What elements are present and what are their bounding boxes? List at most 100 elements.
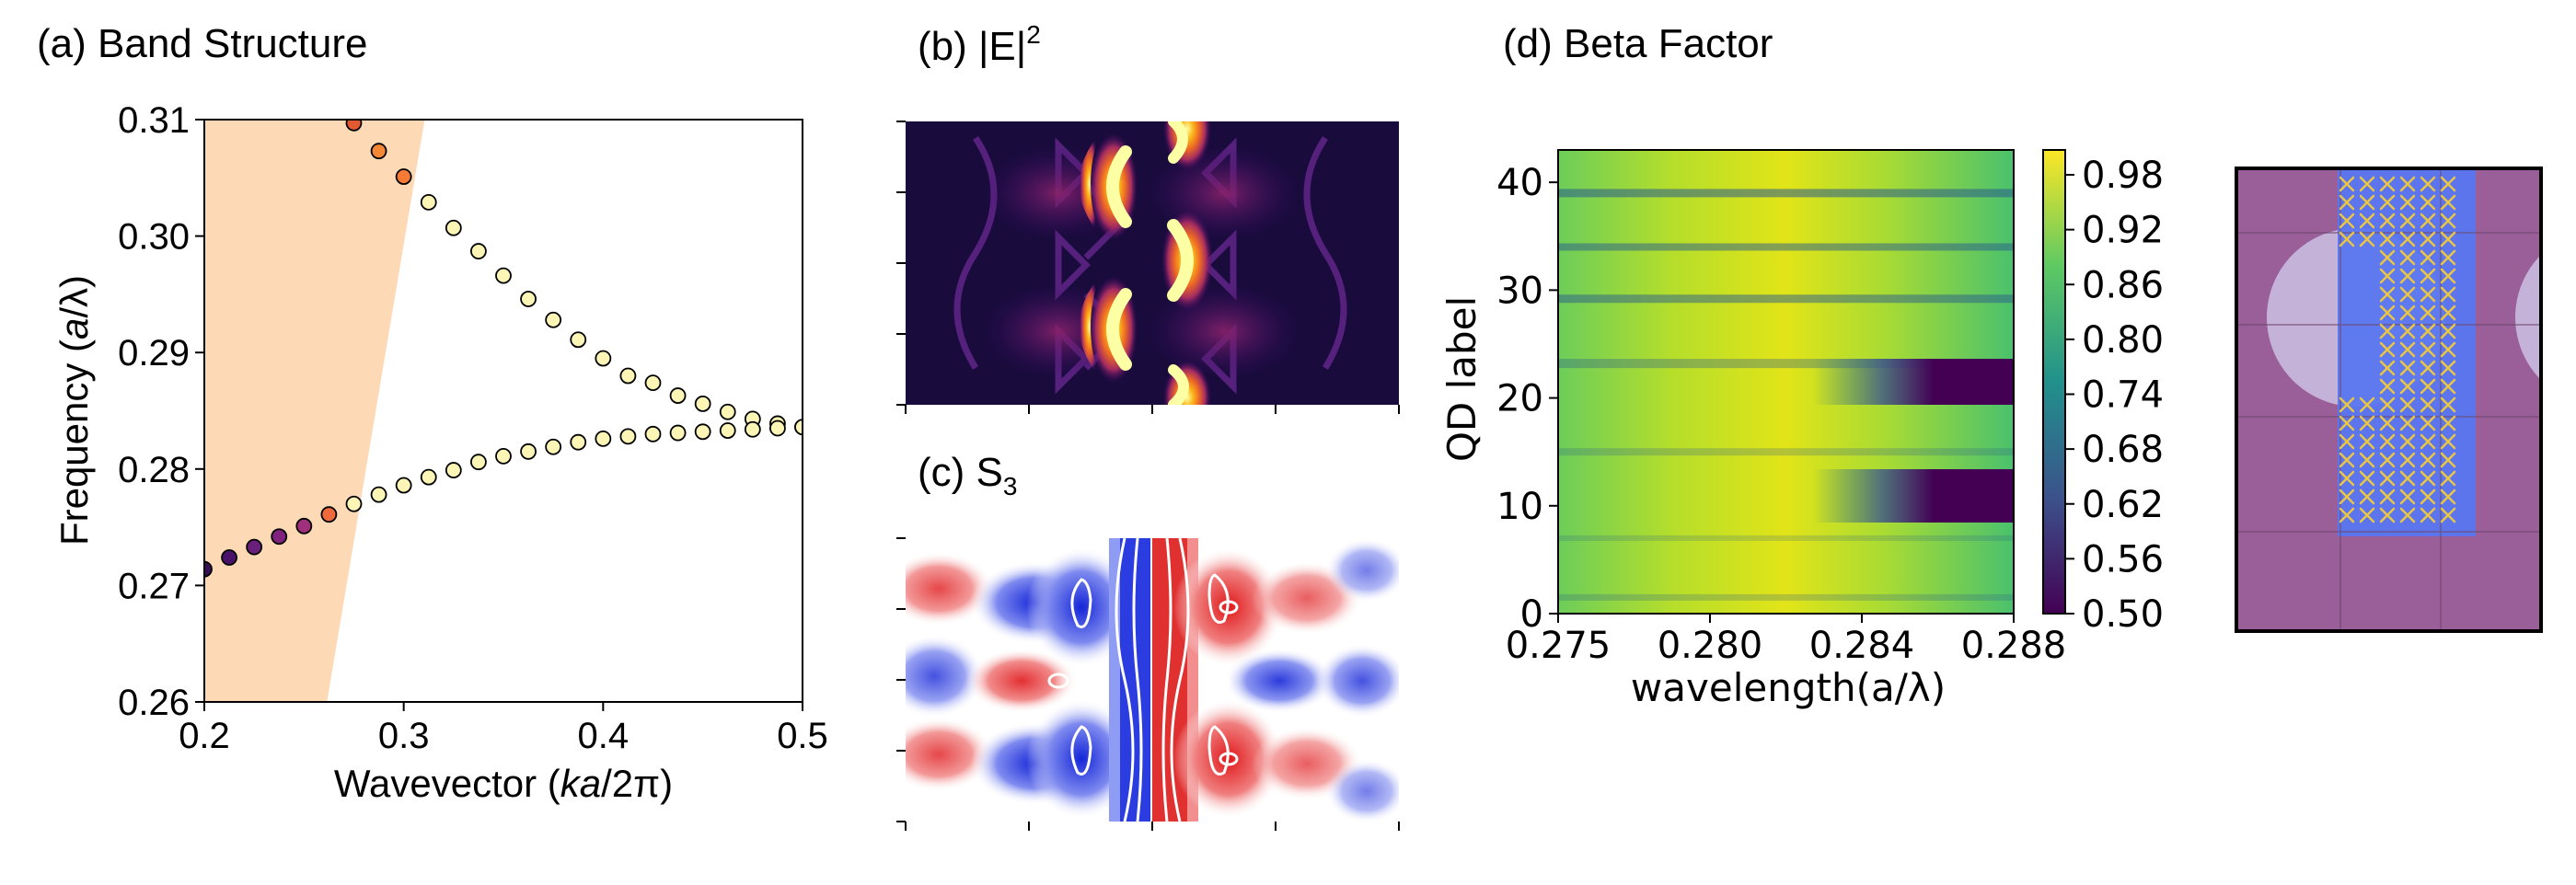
band-point-1-4 [295,517,313,534]
band-point-1-17 [619,428,637,445]
qd-marker-35 [2440,286,2456,303]
band-point-1-20 [694,423,711,441]
band-point-1-16 [595,430,612,447]
band-point-1-12 [495,447,512,465]
qd-marker-17 [2440,213,2456,229]
qd-marker-10 [2420,194,2436,211]
qd-marker-60 [2420,397,2436,413]
qd-marker-19 [2359,231,2375,247]
band-point-1-22 [744,420,761,438]
colorbar-tick-label: 0.68 [2082,429,2164,471]
qd-marker-76 [2379,452,2396,468]
y-axis-label-d: QD label [1439,296,1484,462]
y-tick-label-d: 40 [1496,162,1543,204]
y-tick-label-d: 20 [1496,378,1543,420]
qd-marker-0 [2339,176,2355,192]
qd-marker-1 [2359,176,2375,192]
qd-marker-66 [2420,415,2436,431]
y-tick-label-a: 0.29 [118,333,190,374]
qd-marker-28 [2379,268,2396,284]
qd-marker-27 [2440,249,2456,266]
qd-marker-48 [2379,360,2396,376]
qd-position-schematic [2235,167,2543,633]
band-point-0-8 [545,311,562,328]
qd-marker-57 [2359,397,2375,413]
beta-dark-band-0 [1558,189,2014,198]
band-point-1-14 [545,438,562,455]
qd-marker-82 [2379,470,2396,487]
qd-marker-71 [2399,433,2416,450]
band-point-0-11 [619,367,637,385]
colorbar-tick-label: 0.98 [2082,155,2164,197]
s3-stokes-map [896,537,1400,831]
y-tick-label-a: 0.27 [118,566,190,606]
qd-marker-73 [2440,433,2456,450]
qd-marker-50 [2420,360,2436,376]
qd-marker-40 [2379,323,2396,339]
qd-marker-74 [2339,452,2355,468]
schematic-frame [2235,167,2543,633]
qd-marker-37 [2399,305,2416,321]
y-tick-label-a: 0.26 [118,683,190,723]
qd-marker-29 [2399,268,2416,284]
y-tick-label-a: 0.28 [118,450,190,490]
qd-marker-9 [2399,194,2416,211]
band-point-0-0 [345,120,363,132]
qd-marker-75 [2359,452,2375,468]
band-point-1-19 [669,424,687,442]
qd-marker-32 [2379,286,2396,303]
qd-marker-72 [2420,433,2436,450]
qd-marker-22 [2420,231,2436,247]
qd-marker-92 [2339,507,2355,523]
panel-b-title: (b) |E|2 [918,20,1041,69]
qd-marker-31 [2440,268,2456,284]
qd-marker-44 [2379,341,2396,358]
band-point-0-5 [470,243,487,259]
colorbar-tick-label: 0.50 [2082,593,2164,636]
qd-marker-86 [2339,488,2355,505]
band-point-1-15 [570,433,587,451]
qd-marker-62 [2339,415,2355,431]
qd-marker-84 [2420,470,2436,487]
qd-marker-13 [2359,213,2375,229]
qd-marker-23 [2440,231,2456,247]
beta-dark-band-4 [1558,448,2014,456]
qd-marker-53 [2399,378,2416,395]
qd-marker-4 [2420,176,2436,192]
qd-marker-93 [2359,507,2375,523]
colorbar-tick-label: 0.92 [2082,210,2164,252]
x-tick-label-d: 0.284 [1809,625,1915,667]
band-point-0-13 [669,387,687,404]
qd-marker-67 [2440,415,2456,431]
qd-marker-34 [2420,286,2436,303]
qd-marker-56 [2339,397,2355,413]
band-point-1-10 [445,462,462,478]
band-point-1-3 [271,528,288,546]
qd-marker-25 [2399,249,2416,266]
qd-marker-46 [2420,341,2436,358]
qd-marker-96 [2420,507,2436,523]
qd-marker-15 [2399,213,2416,229]
x-axis-label-d: wavelength(a/λ) [1631,665,1946,710]
qd-marker-77 [2399,452,2416,468]
light-cone [204,120,425,702]
beta-dark-band-3 [1558,359,2014,369]
x-tick-label-a: 0.3 [378,716,430,756]
qd-marker-49 [2399,360,2416,376]
colorbar [2042,149,2066,615]
band-point-1-9 [420,468,437,486]
band-point-1-0 [204,560,213,578]
band-point-0-4 [445,219,462,236]
qd-marker-83 [2399,470,2416,487]
beta-dark-band-2 [1558,294,2014,304]
colorbar-tick-label: 0.86 [2082,264,2164,306]
beta-dark-band-1 [1558,243,2014,251]
band-point-1-1 [221,549,237,566]
qd-marker-69 [2359,433,2375,450]
x-tick-label-d: 0.280 [1658,625,1763,667]
qd-marker-8 [2379,194,2396,211]
x-tick-label-a: 0.4 [578,716,630,756]
band-point-0-10 [595,350,612,367]
qd-marker-65 [2399,415,2416,431]
qd-marker-55 [2440,378,2456,395]
